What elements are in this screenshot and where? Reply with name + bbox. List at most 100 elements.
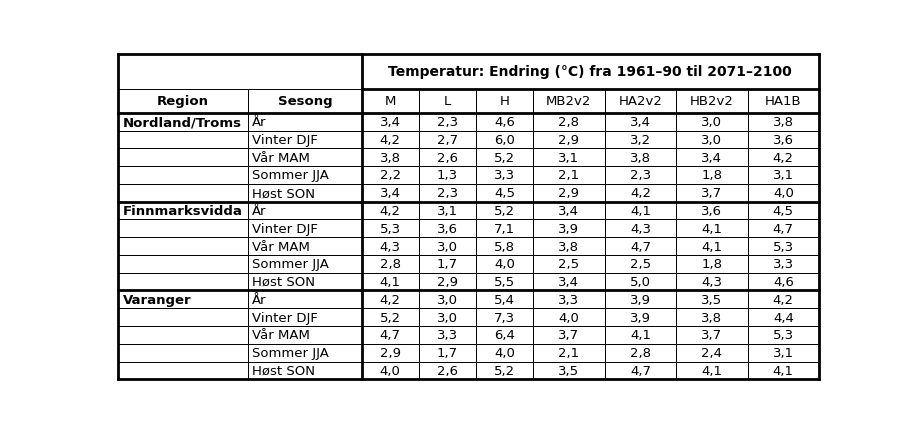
- Bar: [248, 344, 362, 362]
- Bar: [676, 273, 748, 291]
- Text: 3,1: 3,1: [558, 151, 579, 164]
- Bar: [476, 202, 533, 220]
- Bar: [605, 220, 676, 238]
- Bar: [248, 149, 362, 167]
- Text: 1,7: 1,7: [437, 258, 458, 270]
- Bar: [118, 114, 248, 131]
- Bar: [748, 326, 819, 344]
- Text: 2,8: 2,8: [558, 116, 579, 129]
- Bar: [605, 184, 676, 202]
- Bar: [676, 202, 748, 220]
- Text: 3,6: 3,6: [701, 205, 722, 218]
- Text: 4,1: 4,1: [701, 364, 722, 377]
- Text: MB2v2: MB2v2: [547, 95, 591, 108]
- Bar: [419, 308, 476, 326]
- Bar: [419, 291, 476, 308]
- Bar: [533, 291, 605, 308]
- Bar: [362, 202, 419, 220]
- Text: 4,1: 4,1: [773, 364, 794, 377]
- Bar: [419, 149, 476, 167]
- Bar: [676, 291, 748, 308]
- Bar: [676, 114, 748, 131]
- Text: Vår MAM: Vår MAM: [251, 329, 310, 341]
- Bar: [533, 131, 605, 149]
- Bar: [676, 344, 748, 362]
- Bar: [362, 291, 419, 308]
- Bar: [362, 114, 419, 131]
- Text: 3,2: 3,2: [630, 134, 651, 147]
- Bar: [605, 114, 676, 131]
- Bar: [476, 90, 533, 114]
- Text: 2,9: 2,9: [558, 134, 579, 147]
- Text: Høst SON: Høst SON: [251, 364, 314, 377]
- Text: År: År: [251, 116, 266, 129]
- Bar: [748, 238, 819, 255]
- Text: 3,7: 3,7: [701, 329, 722, 341]
- Bar: [476, 184, 533, 202]
- Text: 3,3: 3,3: [558, 293, 579, 306]
- Bar: [748, 308, 819, 326]
- Bar: [533, 238, 605, 255]
- Text: 4,7: 4,7: [630, 364, 651, 377]
- Text: 4,1: 4,1: [701, 222, 722, 235]
- Text: M: M: [385, 95, 396, 108]
- Bar: [533, 308, 605, 326]
- Bar: [476, 238, 533, 255]
- Bar: [748, 362, 819, 379]
- Text: 5,5: 5,5: [494, 276, 515, 289]
- Text: Vår MAM: Vår MAM: [251, 151, 310, 164]
- Bar: [118, 362, 248, 379]
- Bar: [605, 273, 676, 291]
- Bar: [362, 273, 419, 291]
- Bar: [476, 362, 533, 379]
- Text: 3,3: 3,3: [437, 329, 458, 341]
- Text: 4,7: 4,7: [379, 329, 400, 341]
- Text: 3,9: 3,9: [558, 222, 579, 235]
- Text: 4,0: 4,0: [494, 258, 515, 270]
- Bar: [476, 149, 533, 167]
- Text: Sommer JJA: Sommer JJA: [251, 258, 328, 270]
- Bar: [248, 326, 362, 344]
- Bar: [748, 184, 819, 202]
- Bar: [748, 202, 819, 220]
- Bar: [248, 273, 362, 291]
- Bar: [476, 131, 533, 149]
- Bar: [362, 308, 419, 326]
- Bar: [605, 238, 676, 255]
- Bar: [605, 202, 676, 220]
- Text: Sommer JJA: Sommer JJA: [251, 169, 328, 182]
- Text: 2,8: 2,8: [630, 346, 651, 359]
- Text: 3,0: 3,0: [437, 311, 458, 324]
- Text: 2,9: 2,9: [437, 276, 458, 289]
- Bar: [419, 220, 476, 238]
- Bar: [118, 90, 248, 114]
- Text: 2,3: 2,3: [437, 116, 458, 129]
- Bar: [248, 238, 362, 255]
- Bar: [118, 220, 248, 238]
- Text: 3,8: 3,8: [701, 311, 722, 324]
- Bar: [118, 308, 248, 326]
- Text: 3,9: 3,9: [630, 311, 651, 324]
- Bar: [676, 220, 748, 238]
- Text: 2,4: 2,4: [701, 346, 722, 359]
- Text: 3,1: 3,1: [772, 346, 794, 359]
- Text: År: År: [251, 205, 266, 218]
- Bar: [118, 184, 248, 202]
- Text: 3,4: 3,4: [558, 276, 579, 289]
- Text: Sommer JJA: Sommer JJA: [251, 346, 328, 359]
- Bar: [676, 90, 748, 114]
- Bar: [476, 308, 533, 326]
- Bar: [362, 90, 419, 114]
- Text: 4,1: 4,1: [379, 276, 400, 289]
- Text: 3,3: 3,3: [494, 169, 515, 182]
- Bar: [476, 167, 533, 184]
- Text: 4,2: 4,2: [630, 187, 651, 200]
- Bar: [605, 149, 676, 167]
- Text: 4,1: 4,1: [701, 240, 722, 253]
- Text: 3,9: 3,9: [630, 293, 651, 306]
- Text: 3,4: 3,4: [630, 116, 651, 129]
- Text: 5,2: 5,2: [494, 364, 515, 377]
- Bar: [676, 326, 748, 344]
- Text: 4,1: 4,1: [630, 329, 651, 341]
- Text: 3,0: 3,0: [437, 240, 458, 253]
